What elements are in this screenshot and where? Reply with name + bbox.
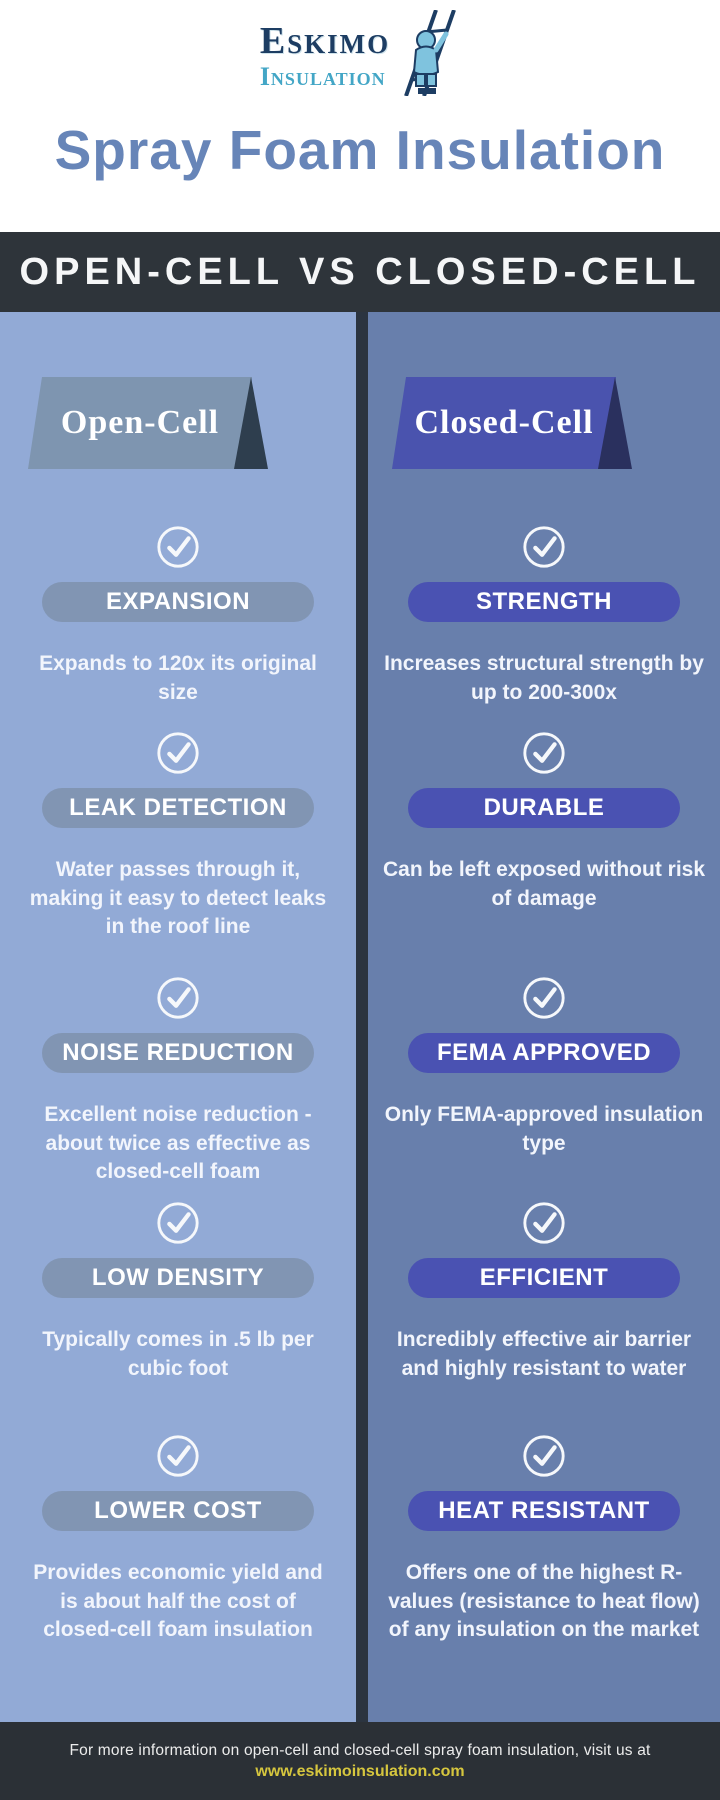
column-divider xyxy=(356,312,368,1722)
feature-leak-detection: LEAK DETECTION Water passes through it, … xyxy=(0,730,356,942)
eskimo-insulation-logo: Eskimo Insulation xyxy=(0,10,720,96)
closed-cell-ribbon: Closed-Cell xyxy=(392,377,636,469)
feature-description: Provides economic yield and is about hal… xyxy=(33,1561,323,1642)
feature-label: EFFICIENT xyxy=(408,1258,680,1298)
page-title: Spray Foam Insulation xyxy=(54,119,666,181)
check-circle-icon xyxy=(523,977,565,1019)
check-circle-icon xyxy=(157,1435,199,1477)
feature-description: Offers one of the highest R-values (resi… xyxy=(388,1561,700,1642)
feature-efficient: EFFICIENT Incredibly effective air barri… xyxy=(368,1200,720,1383)
feature-label: STRENGTH xyxy=(408,582,680,622)
feature-description: Typically comes in .5 lb per cubic foot xyxy=(42,1328,314,1380)
footer-website-link[interactable]: www.eskimoinsulation.com xyxy=(255,1762,465,1780)
logo-line1: Eskimo xyxy=(259,20,391,62)
feature-lower-cost: LOWER COST Provides economic yield and i… xyxy=(0,1433,356,1645)
comparison-banner: OPEN-CELL VS CLOSED-CELL xyxy=(0,232,720,312)
ribbon-body: Closed-Cell xyxy=(392,377,616,469)
feature-label: NOISE REDUCTION xyxy=(42,1033,314,1073)
feature-low-density: LOW DENSITY Typically comes in .5 lb per… xyxy=(0,1200,356,1383)
feature-description: Only FEMA-approved insulation type xyxy=(384,1103,704,1155)
check-circle-icon xyxy=(157,977,199,1019)
feature-label: EXPANSION xyxy=(42,582,314,622)
feature-noise-reduction: NOISE REDUCTION Excellent noise reductio… xyxy=(0,975,356,1187)
feature-fema-approved: FEMA APPROVED Only FEMA-approved insulat… xyxy=(368,975,720,1158)
check-circle-icon xyxy=(157,732,199,774)
feature-durable: DURABLE Can be left exposed without risk… xyxy=(368,730,720,913)
feature-label: HEAT RESISTANT xyxy=(408,1491,680,1531)
feature-label: FEMA APPROVED xyxy=(408,1033,680,1073)
open-cell-ribbon: Open-Cell xyxy=(28,377,272,469)
column-header: Open-Cell xyxy=(60,404,220,441)
feature-description: Expands to 120x its original size xyxy=(39,652,317,704)
footer: For more information on open-cell and cl… xyxy=(0,1722,720,1800)
check-circle-icon xyxy=(157,1202,199,1244)
feature-label: LOWER COST xyxy=(42,1491,314,1531)
logo-text: Eskimo Insulation xyxy=(260,10,390,90)
eskimo-ladder-icon xyxy=(404,10,457,96)
banner-title: OPEN-CELL VS CLOSED-CELL xyxy=(19,250,701,293)
check-circle-icon xyxy=(523,526,565,568)
feature-heat-resistant: HEAT RESISTANT Offers one of the highest… xyxy=(368,1433,720,1645)
check-circle-icon xyxy=(523,732,565,774)
check-circle-icon xyxy=(157,526,199,568)
feature-description: Excellent noise reduction - about twice … xyxy=(44,1103,312,1184)
feature-description: Water passes through it, making it easy … xyxy=(29,858,327,939)
comparison-columns: Open-Cell EXPANSION Expands to 120x its … xyxy=(0,312,720,1722)
check-circle-icon xyxy=(523,1202,565,1244)
footer-text: For more information on open-cell and cl… xyxy=(69,1741,651,1759)
open-cell-column: Open-Cell EXPANSION Expands to 120x its … xyxy=(0,312,356,1722)
feature-expansion: EXPANSION Expands to 120x its original s… xyxy=(0,524,356,707)
feature-label: LEAK DETECTION xyxy=(42,788,314,828)
logo-line2: Insulation xyxy=(259,62,386,91)
feature-label: DURABLE xyxy=(408,788,680,828)
closed-cell-column: Closed-Cell STRENGTH Increases structura… xyxy=(368,312,720,1722)
column-header: Closed-Cell xyxy=(414,404,594,441)
feature-description: Incredibly effective air barrier and hig… xyxy=(396,1328,692,1380)
feature-description: Can be left exposed without risk of dama… xyxy=(382,858,706,910)
feature-strength: STRENGTH Increases structural strength b… xyxy=(368,524,720,707)
feature-description: Increases structural strength by up to 2… xyxy=(384,652,704,704)
check-circle-icon xyxy=(523,1435,565,1477)
ribbon-body: Open-Cell xyxy=(28,377,252,469)
feature-label: LOW DENSITY xyxy=(42,1258,314,1298)
